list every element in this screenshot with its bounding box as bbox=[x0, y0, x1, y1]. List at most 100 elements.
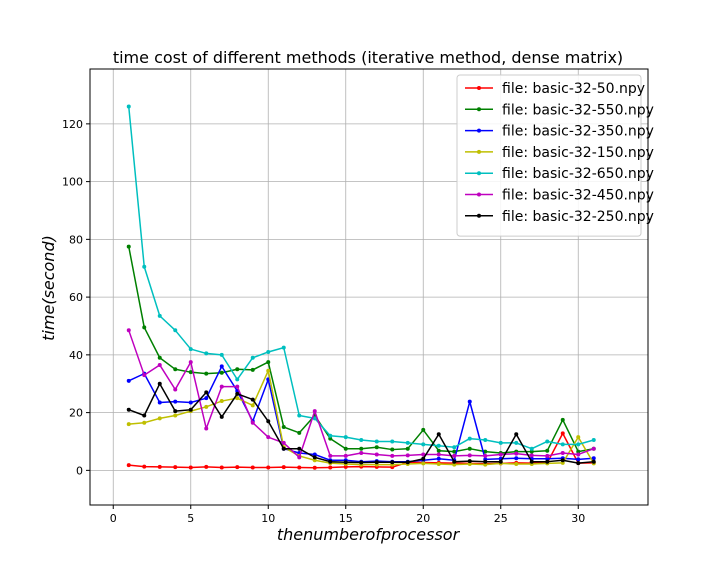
legend-item: file: basic-32-50.npy bbox=[465, 81, 645, 97]
data-point bbox=[312, 465, 317, 470]
data-point bbox=[576, 461, 581, 466]
data-point bbox=[359, 438, 364, 443]
data-point bbox=[297, 430, 302, 435]
legend-marker bbox=[477, 171, 481, 176]
y-tick-label: 60 bbox=[69, 291, 83, 304]
legend-box bbox=[456, 74, 642, 237]
data-point bbox=[390, 460, 395, 465]
series-7 bbox=[126, 381, 596, 466]
legend-label: file: basic-32-650.npy bbox=[502, 166, 654, 182]
data-point bbox=[219, 465, 224, 470]
y-tick-label: 120 bbox=[62, 118, 83, 131]
data-point bbox=[591, 446, 596, 451]
data-point bbox=[328, 459, 333, 464]
data-point bbox=[188, 400, 193, 405]
data-point bbox=[157, 464, 162, 469]
data-point bbox=[359, 451, 364, 456]
data-point bbox=[173, 465, 178, 470]
data-point bbox=[545, 456, 550, 461]
x-tick-label: 30 bbox=[571, 512, 585, 525]
data-point bbox=[157, 400, 162, 405]
data-point bbox=[452, 459, 457, 464]
data-point bbox=[374, 445, 379, 450]
x-axis-label: thenumberofprocessor bbox=[277, 525, 461, 544]
data-point bbox=[188, 347, 193, 352]
data-point bbox=[560, 451, 565, 456]
data-point bbox=[576, 435, 581, 440]
legend-label: file: basic-32-550.npy bbox=[502, 102, 654, 118]
data-point bbox=[219, 399, 224, 404]
data-point bbox=[235, 384, 240, 389]
data-point bbox=[560, 442, 565, 447]
y-tick-label: 40 bbox=[69, 349, 83, 362]
data-point bbox=[529, 446, 534, 451]
x-tick-label: 15 bbox=[339, 512, 353, 525]
data-point bbox=[498, 440, 503, 445]
data-point bbox=[374, 452, 379, 457]
data-point bbox=[467, 453, 472, 458]
data-point bbox=[467, 446, 472, 451]
legend-item: file: basic-32-650.npy bbox=[465, 166, 654, 182]
data-point bbox=[514, 432, 519, 437]
data-point bbox=[188, 370, 193, 375]
data-point bbox=[560, 431, 565, 436]
data-point bbox=[173, 387, 178, 392]
data-point bbox=[250, 367, 255, 372]
data-point bbox=[452, 449, 457, 454]
data-point bbox=[514, 440, 519, 445]
legend-marker bbox=[477, 213, 481, 218]
series-group bbox=[126, 104, 596, 470]
data-point bbox=[436, 448, 441, 453]
data-point bbox=[204, 390, 209, 395]
data-point bbox=[576, 442, 581, 447]
data-point bbox=[219, 414, 224, 419]
x-tick-label: 20 bbox=[416, 512, 430, 525]
data-point bbox=[250, 465, 255, 470]
data-point bbox=[204, 351, 209, 356]
legend-marker bbox=[477, 86, 481, 90]
data-point bbox=[343, 453, 348, 458]
data-point bbox=[328, 453, 333, 458]
data-point bbox=[297, 446, 302, 451]
data-point bbox=[328, 436, 333, 441]
data-point bbox=[436, 443, 441, 448]
data-point bbox=[157, 416, 162, 421]
data-point bbox=[514, 451, 519, 456]
data-point bbox=[529, 459, 534, 464]
data-point bbox=[250, 403, 255, 408]
data-point bbox=[452, 445, 457, 450]
data-point bbox=[390, 453, 395, 458]
data-point bbox=[591, 459, 596, 464]
data-point bbox=[266, 419, 271, 424]
data-point bbox=[204, 464, 209, 469]
legend-label: file: basic-32-350.npy bbox=[502, 124, 654, 140]
data-point bbox=[483, 449, 488, 454]
data-point bbox=[483, 462, 488, 467]
series-5 bbox=[126, 104, 596, 451]
data-point bbox=[421, 427, 426, 432]
data-point bbox=[297, 455, 302, 460]
data-point bbox=[142, 464, 147, 469]
data-point bbox=[591, 438, 596, 443]
legend-item: file: basic-32-250.npy bbox=[465, 209, 654, 225]
data-point bbox=[576, 452, 581, 457]
data-point bbox=[281, 440, 286, 445]
data-point bbox=[126, 328, 131, 333]
data-point bbox=[173, 328, 178, 333]
data-point bbox=[576, 449, 581, 454]
data-point bbox=[250, 397, 255, 402]
data-point bbox=[421, 452, 426, 457]
legend-marker bbox=[477, 107, 481, 112]
y-tick-label: 0 bbox=[76, 464, 83, 477]
data-point bbox=[312, 416, 317, 421]
data-point bbox=[405, 460, 410, 465]
data-point bbox=[328, 465, 333, 470]
data-point bbox=[126, 422, 131, 427]
data-point bbox=[312, 458, 317, 463]
data-point bbox=[142, 420, 147, 425]
data-point bbox=[467, 399, 472, 404]
data-point bbox=[219, 364, 224, 369]
series-6 bbox=[126, 328, 596, 460]
data-point bbox=[188, 360, 193, 365]
data-point bbox=[188, 407, 193, 412]
